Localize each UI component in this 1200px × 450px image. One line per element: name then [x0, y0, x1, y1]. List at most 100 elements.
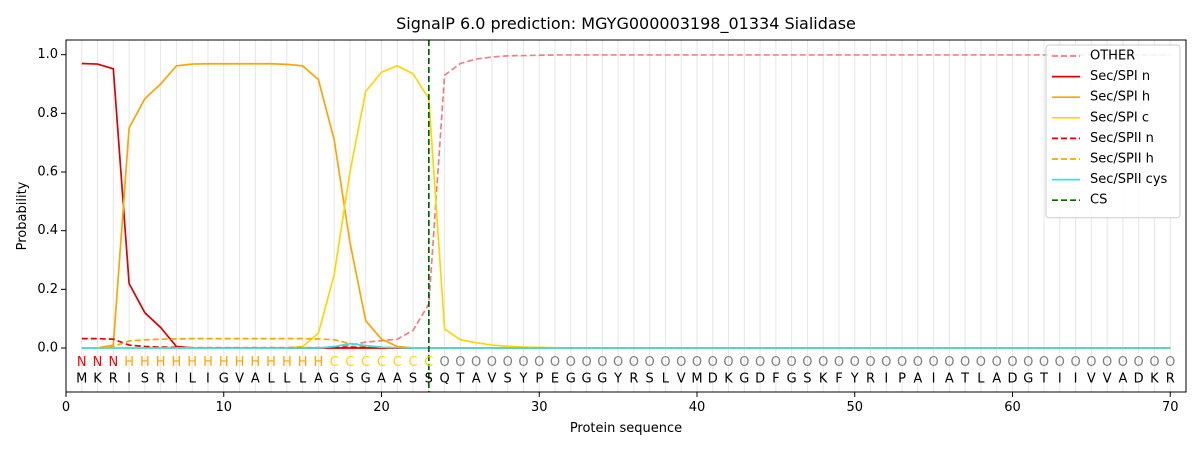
region-label: O [818, 355, 828, 370]
region-label: O [960, 355, 970, 370]
residue-label: P [535, 371, 543, 386]
residue-label: G [329, 371, 339, 386]
region-label: O [692, 355, 702, 370]
series-line [81, 62, 1171, 349]
legend-box [1045, 44, 1181, 219]
legend-label: Sec/SPII h [1090, 152, 1154, 167]
residue-label: R [866, 371, 875, 386]
region-label: O [802, 355, 812, 370]
region-label: O [487, 355, 497, 370]
y-axis-label: Probability [15, 181, 30, 250]
residue-label: E [551, 371, 559, 386]
region-label: O [913, 355, 923, 370]
region-label: O [1118, 355, 1128, 370]
y-tick-label: 1.0 [37, 47, 58, 62]
residue-label: S [425, 371, 433, 386]
x-tick-label: 0 [62, 400, 70, 415]
x-tick-label: 30 [531, 400, 548, 415]
region-label: C [393, 355, 402, 370]
region-label: O [613, 355, 623, 370]
plot-frame [65, 39, 1187, 393]
residue-label: F [835, 371, 842, 386]
region-label: O [992, 355, 1002, 370]
region-label: N [108, 355, 118, 370]
residue-label: K [1150, 371, 1159, 386]
legend-label: Sec/SPI c [1090, 110, 1149, 125]
region-label: O [1007, 355, 1017, 370]
region-label: O [755, 355, 765, 370]
region-label: O [723, 355, 733, 370]
region-label: O [865, 355, 875, 370]
residue-label: V [487, 371, 496, 386]
region-label: O [787, 355, 797, 370]
region-label: O [1055, 355, 1065, 370]
region-label: H [172, 355, 182, 370]
residue-label: T [1039, 371, 1048, 386]
region-label: H [156, 355, 166, 370]
residue-label: D [1134, 371, 1144, 386]
region-label: O [897, 355, 907, 370]
residue-label: V [1087, 371, 1096, 386]
region-label: O [1086, 355, 1096, 370]
region-label: O [455, 355, 465, 370]
legend-label: Sec/SPII n [1090, 131, 1154, 146]
residue-label: A [945, 371, 954, 386]
x-tick-label: 70 [1162, 400, 1179, 415]
residue-label: G [361, 371, 371, 386]
region-label: C [409, 355, 418, 370]
residue-label: I [884, 371, 888, 386]
residue-label: D [755, 371, 765, 386]
residue-label: R [109, 371, 118, 386]
region-label: O [881, 355, 891, 370]
residue-label: S [141, 371, 149, 386]
residue-label: A [472, 371, 481, 386]
residue-label: G [1023, 371, 1033, 386]
region-label: H [250, 355, 260, 370]
region-label: O [534, 355, 544, 370]
region-label: H [282, 355, 292, 370]
residue-label: D [708, 371, 718, 386]
y-tick-label: 0.8 [37, 106, 58, 121]
region-label: H [219, 355, 229, 370]
residue-label: A [377, 371, 386, 386]
residue-label: Y [613, 371, 622, 386]
region-label: H [235, 355, 245, 370]
region-label: H [203, 355, 213, 370]
residue-label: G [597, 371, 607, 386]
region-label: N [93, 355, 103, 370]
residue-label: G [787, 371, 797, 386]
region-label: O [1102, 355, 1112, 370]
region-label: H [266, 355, 276, 370]
region-label: O [503, 355, 513, 370]
region-label: O [1134, 355, 1144, 370]
residue-label: S [803, 371, 811, 386]
region-label: O [928, 355, 938, 370]
series-line [81, 62, 1171, 349]
region-label: C [424, 355, 433, 370]
residue-label: D [1007, 371, 1017, 386]
region-label: O [1023, 355, 1033, 370]
region-label: H [124, 355, 134, 370]
y-tick-label: 0.6 [37, 165, 58, 180]
y-tick-label: 0.0 [37, 341, 58, 356]
residue-label: G [582, 371, 592, 386]
residue-label: L [662, 371, 670, 386]
region-label: O [944, 355, 954, 370]
region-label: C [345, 355, 354, 370]
legend-label: Sec/SPI n [1090, 69, 1150, 84]
region-label: O [645, 355, 655, 370]
region-label: H [140, 355, 150, 370]
x-tick-label: 40 [689, 400, 706, 415]
x-tick-label: 10 [215, 400, 232, 415]
residue-label: L [977, 371, 985, 386]
residue-label: P [898, 371, 906, 386]
x-tick-label: 60 [1004, 400, 1021, 415]
region-label: O [629, 355, 639, 370]
residue-label: T [960, 371, 969, 386]
series-line [81, 64, 1171, 349]
region-label: N [77, 355, 87, 370]
residue-label: T [455, 371, 464, 386]
y-tick-label: 0.2 [37, 282, 58, 297]
legend-label: CS [1090, 193, 1107, 208]
